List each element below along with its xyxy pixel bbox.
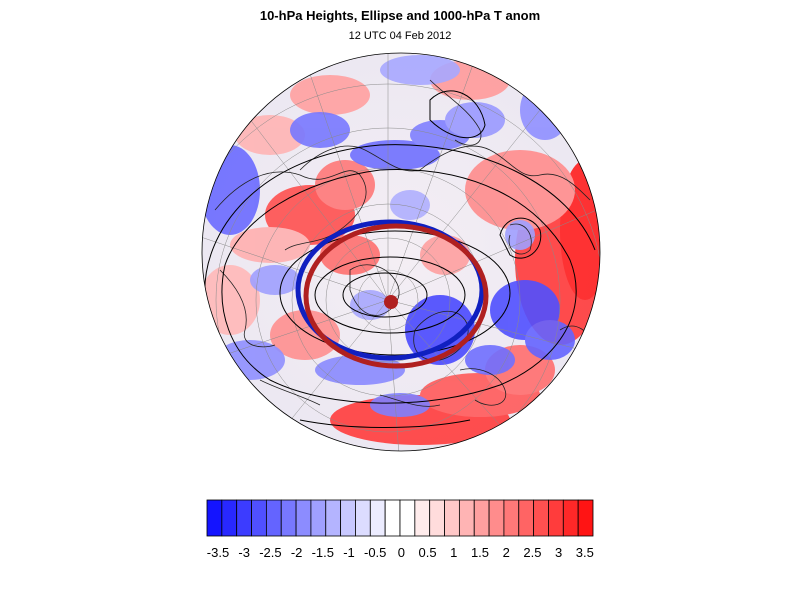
- colorbar-tick-label: 3.5: [576, 545, 594, 560]
- colorbar-box: [221, 499, 238, 537]
- colorbar-tick-label: 0.5: [419, 545, 437, 560]
- colorbar-tick-label: 1.5: [471, 545, 489, 560]
- colorbar-box: [355, 499, 371, 537]
- colorbar-box: [518, 499, 535, 537]
- colorbar-box: [295, 499, 312, 537]
- colorbar-box: [310, 499, 327, 537]
- colorbar-box: [473, 499, 490, 537]
- colorbar-box: [414, 499, 431, 537]
- ellipse-center-dot: [384, 295, 398, 309]
- colorbar-box: [325, 499, 342, 537]
- colorbar-box: [251, 499, 267, 537]
- colorbar-tick-label: 2: [503, 545, 510, 560]
- colorbar-tick-label: 2.5: [523, 545, 541, 560]
- colorbar-box: [399, 499, 416, 537]
- colorbar-tick-label: -0.5: [364, 545, 386, 560]
- colorbar-tick-label: -1.5: [312, 545, 334, 560]
- colorbar-box: [458, 499, 475, 537]
- colorbar-tick-label: -3: [238, 545, 250, 560]
- colorbar-box: [265, 499, 282, 537]
- colorbar-box: [488, 499, 505, 537]
- colorbar-box: [340, 499, 356, 537]
- colorbar-box: [280, 499, 297, 537]
- colorbar-box: [562, 499, 579, 537]
- colorbar-tick-label: 1: [450, 545, 457, 560]
- anomaly-field: [202, 53, 600, 451]
- colorbar-tick-label: -2: [291, 545, 303, 560]
- colorbar-box: [548, 499, 564, 537]
- colorbar-tick-label: 3: [555, 545, 562, 560]
- colorbar-box: [577, 499, 594, 537]
- colorbar-tick-label: -3.5: [207, 545, 229, 560]
- colorbar-box: [503, 499, 520, 537]
- globe-outline: [201, 52, 601, 452]
- blue-ellipse: [295, 219, 485, 361]
- colorbar-box: [236, 499, 252, 537]
- colorbar-box: [369, 499, 386, 537]
- colorbar-labels: -3.5 -3 -2.5 -2 -1.5 -1 -0.5 0 0.5 1 1.5 2 2.5 3 3.5: [207, 545, 594, 560]
- colorbar-tick-label: -2.5: [259, 545, 281, 560]
- colorbar-box: [429, 499, 445, 537]
- page-title: 10-hPa Heights, Ellipse and 1000-hPa T a…: [259, 8, 541, 23]
- colorbar-box: [444, 499, 460, 537]
- colorbar-tick-label: 0: [398, 545, 405, 560]
- colorbar-tick-label: -1: [343, 545, 355, 560]
- page-subtitle: 12 UTC 04 Feb 2012: [348, 30, 452, 42]
- colorbar-boxes: [206, 499, 594, 537]
- height-contours: [204, 90, 596, 428]
- colorbar-box: [533, 499, 549, 537]
- colorbar-box: [384, 499, 401, 537]
- red-ellipse: [303, 223, 489, 369]
- colorbar-box: [206, 499, 223, 537]
